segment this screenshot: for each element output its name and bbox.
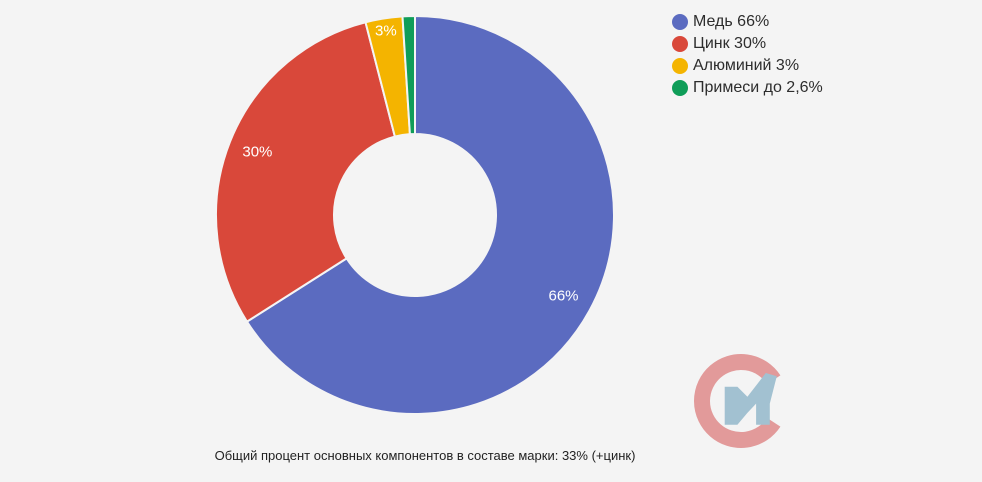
svg-text:30%: 30% [242, 144, 272, 161]
svg-text:3%: 3% [375, 22, 397, 39]
svg-text:66%: 66% [548, 288, 578, 305]
